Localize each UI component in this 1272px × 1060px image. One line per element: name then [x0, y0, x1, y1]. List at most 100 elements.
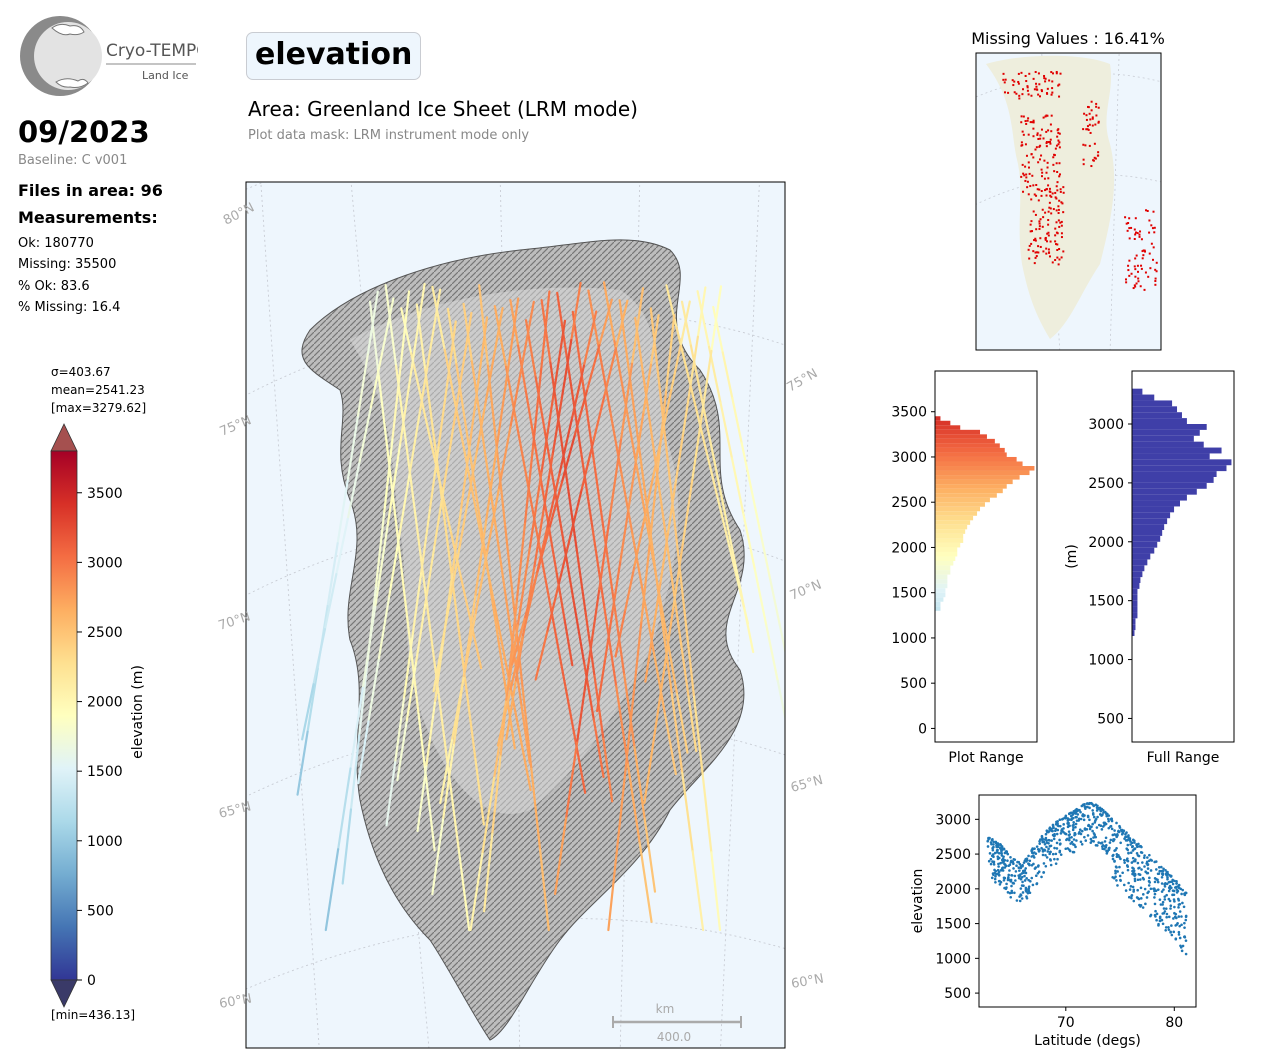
scatter-point	[1181, 944, 1185, 948]
histogram-bar	[1132, 441, 1204, 448]
track-segment	[684, 618, 696, 699]
track-segment	[398, 363, 414, 447]
track-segment	[623, 566, 636, 614]
missing-point	[1086, 128, 1089, 131]
missing-point	[1043, 77, 1046, 80]
missing-point	[1049, 140, 1052, 143]
track-segment	[446, 307, 458, 365]
scatter-point	[1055, 832, 1059, 836]
scatter-point	[1110, 819, 1114, 823]
missing-point	[1057, 139, 1060, 142]
track-segment	[619, 362, 634, 441]
missing-point	[1060, 224, 1063, 227]
scatter-point	[1136, 896, 1140, 900]
track-segment	[681, 478, 694, 546]
track-segment	[349, 734, 361, 811]
scatter-point	[1145, 860, 1149, 864]
scatter-point	[1121, 871, 1124, 875]
track-segment	[603, 606, 618, 688]
missing-point	[1130, 226, 1133, 229]
scatter-point	[1093, 833, 1096, 837]
scatter-point	[1144, 902, 1147, 906]
missing-point	[1037, 199, 1040, 202]
scatter-point	[1002, 876, 1006, 880]
missing-point	[1054, 147, 1057, 150]
track-segment	[324, 848, 340, 932]
scatter-point	[999, 869, 1003, 872]
track-segment	[458, 498, 470, 549]
histogram-bar	[935, 542, 961, 548]
scatter-point	[1097, 841, 1101, 844]
missing-point	[1134, 275, 1137, 278]
missing-point	[1126, 229, 1129, 232]
track-segment	[528, 471, 543, 551]
missing-point	[1027, 117, 1030, 120]
period-label: 09/2023	[18, 115, 150, 149]
scatter-point	[1015, 864, 1018, 868]
scatter-point	[1127, 895, 1131, 899]
scatter-point	[1163, 885, 1167, 888]
track-segment	[399, 290, 411, 367]
scatter-point	[1123, 861, 1126, 864]
scatter-point	[1072, 823, 1075, 827]
track-segment	[675, 326, 688, 371]
track-segment	[424, 545, 436, 606]
histogram-bar	[1132, 412, 1182, 419]
scatter-point	[1102, 811, 1105, 814]
missing-point	[1040, 194, 1043, 197]
scatter-point	[1167, 889, 1171, 893]
scatter-point	[1173, 915, 1177, 919]
scatter-point	[1130, 841, 1134, 845]
full-range-histogram: 500 1000 1500 2000 2500 3000 Full Range (m)	[1064, 370, 1235, 766]
histogram-bar	[935, 570, 951, 575]
scatter-point	[1015, 899, 1019, 902]
track-segment	[642, 363, 653, 416]
missing-point	[1047, 231, 1050, 234]
scatter-point	[1115, 855, 1119, 858]
elevation-tracks	[296, 281, 785, 932]
track-segment	[400, 307, 413, 355]
scatter-point	[1080, 829, 1084, 833]
scatter-point	[1064, 832, 1068, 836]
missing-point	[1035, 82, 1038, 85]
stat-missing: Missing: 35500	[18, 257, 117, 272]
scatter-point	[1038, 840, 1041, 843]
scatter-point	[1137, 866, 1140, 870]
scatter-point	[1136, 861, 1140, 865]
missing-point	[1027, 161, 1030, 164]
scatter-point	[1127, 881, 1130, 885]
missing-point	[1057, 131, 1060, 134]
histogram-tick-label: 500	[1097, 711, 1124, 727]
scatter-point	[1067, 812, 1071, 816]
missing-point	[1048, 201, 1051, 204]
stat-ok: Ok: 180770	[18, 236, 94, 251]
scatter-point	[1097, 823, 1101, 827]
scatter-point	[1172, 917, 1175, 920]
scatter-point	[1020, 897, 1024, 900]
scatter-point	[1014, 870, 1018, 873]
scatter-point	[1134, 858, 1137, 861]
scatter-point	[1043, 842, 1047, 846]
scatter-point	[1067, 830, 1071, 833]
stat-pct-missing: % Missing: 16.4	[18, 300, 121, 315]
missing-point	[1090, 109, 1093, 112]
missing-point	[1058, 173, 1061, 176]
missing-point	[1024, 143, 1027, 146]
histogram-bar	[935, 515, 974, 521]
scatter-point	[1169, 930, 1172, 934]
track-segment	[534, 631, 549, 681]
missing-point	[1029, 185, 1032, 188]
missing-point	[1032, 77, 1035, 80]
track-segment	[680, 300, 692, 347]
scatter-point	[1012, 857, 1016, 861]
scatter-point	[1044, 864, 1048, 868]
missing-point	[1042, 250, 1045, 253]
missing-point	[1042, 216, 1045, 219]
track-segment	[411, 282, 426, 366]
missing-point	[1034, 256, 1037, 259]
scatter-point	[1024, 857, 1028, 861]
missing-point	[1046, 87, 1049, 90]
missing-point	[1056, 249, 1059, 252]
missing-point	[1043, 159, 1046, 162]
scatter-point	[1103, 840, 1107, 843]
